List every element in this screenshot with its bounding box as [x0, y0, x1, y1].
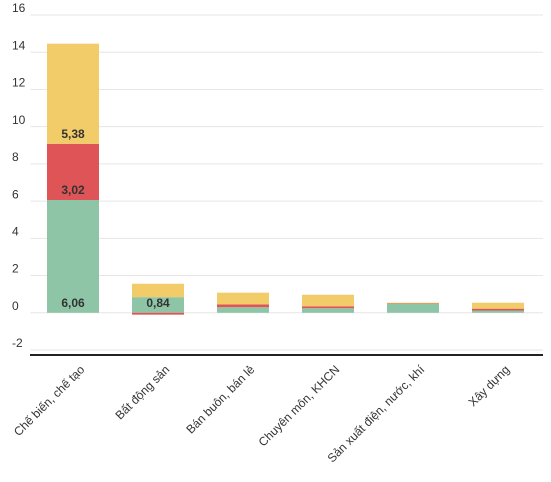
- y-tick-label: 10: [12, 113, 26, 127]
- bar-segment: [302, 306, 354, 309]
- bar-segment: [472, 308, 524, 311]
- bar-segment: [47, 43, 99, 144]
- y-tick-label: -2: [12, 336, 23, 350]
- bar-segment: [132, 312, 184, 315]
- x-tick-label: Bất động sản: [112, 362, 172, 422]
- data-label: 0,84: [146, 296, 170, 310]
- y-tick-label: 0: [12, 299, 19, 313]
- data-label: 6,06: [61, 296, 85, 310]
- y-tick-label: 8: [12, 150, 19, 164]
- x-tick-label: Sản xuất điện, nước, khí: [325, 362, 428, 465]
- y-tick-label: 14: [12, 38, 26, 52]
- bar-segment: [132, 283, 184, 298]
- y-tick-label: 2: [12, 262, 19, 276]
- bar-segment: [217, 304, 269, 308]
- data-label: 3,02: [61, 183, 85, 197]
- x-tick-label: Xây dựng: [466, 362, 513, 409]
- x-tick-label: Bán buôn, bán lẻ: [183, 362, 257, 436]
- bar-segment: [302, 294, 354, 307]
- y-tick-label: 6: [12, 187, 19, 201]
- y-tick-label: 12: [12, 76, 26, 90]
- bar-segment: [47, 143, 99, 200]
- bar-segment: [387, 303, 439, 313]
- bar-segment: [132, 297, 184, 313]
- y-tick-label: 4: [12, 225, 19, 239]
- x-tick-label: Chuyên môn, KHCN: [256, 362, 343, 449]
- bar-segment: [217, 307, 269, 313]
- y-tick-label: 16: [12, 1, 26, 15]
- bar-segment: [217, 292, 269, 305]
- data-label: 5,38: [61, 127, 85, 141]
- bar-segment: [387, 302, 439, 304]
- bar-segment: [47, 199, 99, 313]
- x-tick-label: Chế biến, chế tạo: [11, 362, 88, 439]
- bar-segment: [302, 308, 354, 313]
- bar-segment: [472, 310, 524, 313]
- bar-segment: [472, 302, 524, 309]
